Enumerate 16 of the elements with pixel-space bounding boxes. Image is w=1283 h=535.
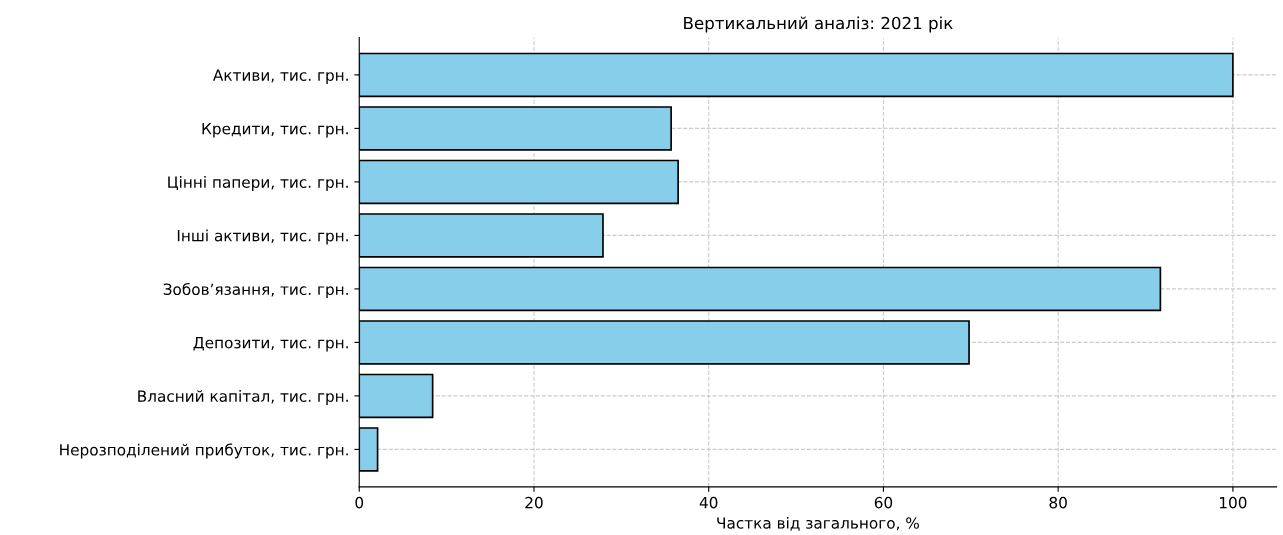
x-tick-label: 60 [874,496,893,509]
y-tick-label: Кредити, тис. грн. [202,123,348,138]
x-tick-label: 20 [525,496,543,509]
chart-title: Вертикальний аналіз: 2021 рік [684,16,953,33]
y-tick-label: Активи, тис. грн. [212,69,348,84]
x-tick-label: 40 [699,496,718,509]
y-tick-label: Власний капітал, тис. грн. [138,390,348,405]
y-tick-label: Депозити, тис. грн. [193,337,348,352]
x-tick-label: 0 [355,496,364,509]
y-tick-label: Зобов’язання, тис. грн. [163,282,348,299]
y-tick-label: Нерозподілений прибуток, тис. грн. [60,443,348,459]
y-tick-label: Цінні папери, тис. грн. [168,176,348,191]
y-tick-label: Інші активи, тис. грн. [177,229,348,245]
x-axis-title: Частка від загального, % [717,516,919,531]
x-tick-label: 100 [1220,496,1247,509]
x-tick-label: 80 [1049,496,1067,509]
